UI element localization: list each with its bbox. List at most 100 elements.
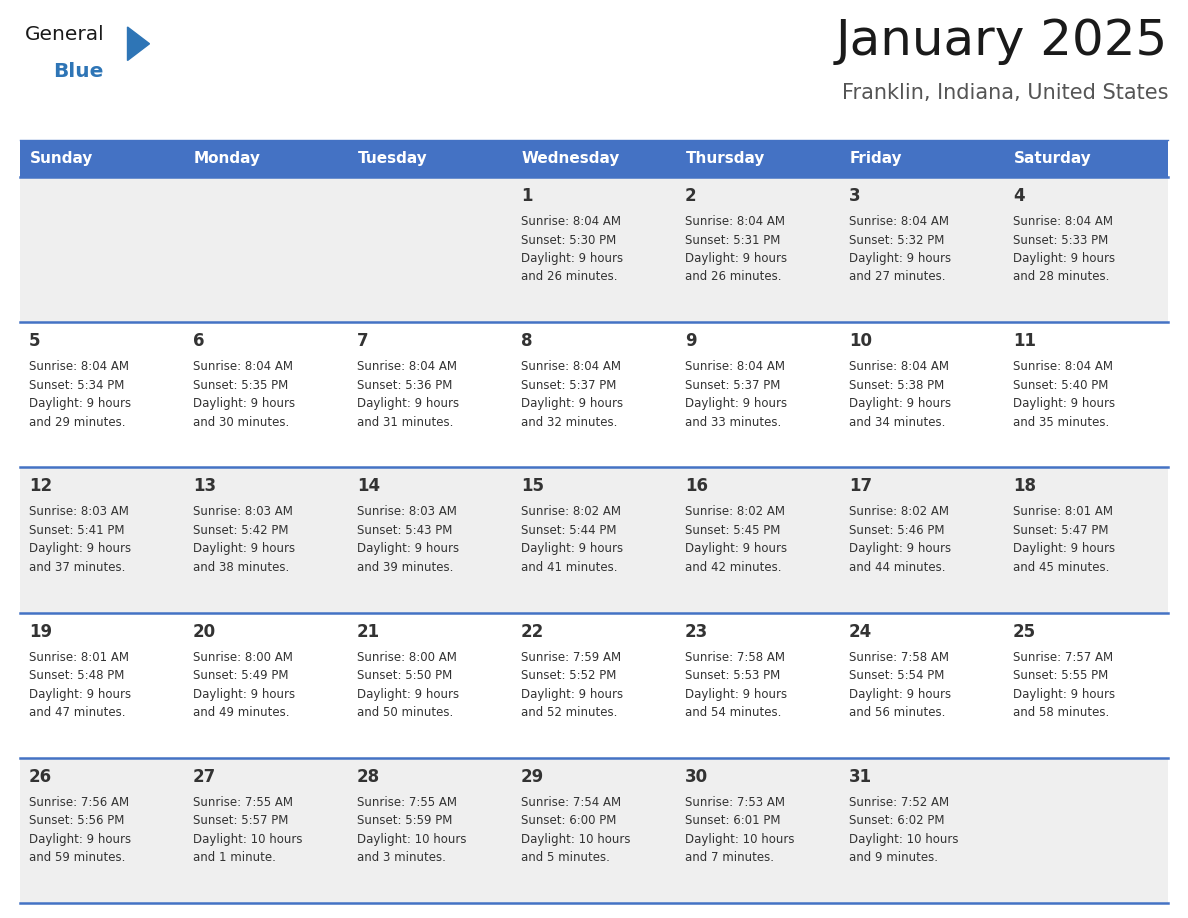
Text: Daylight: 10 hours: Daylight: 10 hours: [522, 833, 631, 845]
Text: Daylight: 10 hours: Daylight: 10 hours: [192, 833, 303, 845]
Text: and 27 minutes.: and 27 minutes.: [849, 271, 946, 284]
Text: Daylight: 9 hours: Daylight: 9 hours: [685, 397, 788, 410]
Bar: [20, 322, 184, 467]
Text: 10: 10: [849, 332, 872, 350]
Text: Daylight: 9 hours: Daylight: 9 hours: [522, 543, 624, 555]
Text: 25: 25: [1013, 622, 1036, 641]
Bar: [512, 322, 676, 467]
Text: 18: 18: [1013, 477, 1036, 496]
Text: and 45 minutes.: and 45 minutes.: [1013, 561, 1110, 574]
Text: 11: 11: [1013, 332, 1036, 350]
Bar: [1004, 467, 1168, 612]
Text: and 3 minutes.: and 3 minutes.: [358, 851, 446, 865]
Text: Sunset: 5:34 PM: Sunset: 5:34 PM: [29, 379, 125, 392]
Bar: [840, 322, 1004, 467]
Text: Sunset: 5:36 PM: Sunset: 5:36 PM: [358, 379, 453, 392]
Text: Sunset: 5:40 PM: Sunset: 5:40 PM: [1013, 379, 1108, 392]
Text: 3: 3: [849, 187, 860, 205]
Text: and 34 minutes.: and 34 minutes.: [849, 416, 946, 429]
Text: Daylight: 9 hours: Daylight: 9 hours: [1013, 543, 1116, 555]
Text: and 41 minutes.: and 41 minutes.: [522, 561, 618, 574]
Text: 27: 27: [192, 767, 216, 786]
Text: Sunrise: 7:59 AM: Sunrise: 7:59 AM: [522, 651, 621, 664]
Text: 30: 30: [685, 767, 708, 786]
Text: Sunrise: 8:04 AM: Sunrise: 8:04 AM: [522, 215, 621, 228]
Text: Sunrise: 8:03 AM: Sunrise: 8:03 AM: [192, 506, 293, 519]
Text: and 5 minutes.: and 5 minutes.: [522, 851, 609, 865]
Text: Sunrise: 8:04 AM: Sunrise: 8:04 AM: [1013, 215, 1113, 228]
Bar: [1004, 612, 1168, 757]
Bar: [512, 140, 676, 177]
Text: and 58 minutes.: and 58 minutes.: [1013, 706, 1110, 719]
Text: 12: 12: [29, 477, 52, 496]
Text: Sunrise: 7:56 AM: Sunrise: 7:56 AM: [29, 796, 129, 809]
Text: Sunrise: 8:01 AM: Sunrise: 8:01 AM: [1013, 506, 1113, 519]
Text: Daylight: 9 hours: Daylight: 9 hours: [849, 688, 952, 700]
Text: Wednesday: Wednesday: [522, 151, 620, 166]
Text: Daylight: 9 hours: Daylight: 9 hours: [685, 688, 788, 700]
Text: and 49 minutes.: and 49 minutes.: [192, 706, 290, 719]
Bar: [1004, 757, 1168, 903]
Text: Monday: Monday: [194, 151, 261, 166]
Text: Blue: Blue: [53, 62, 103, 81]
Text: Sunset: 5:32 PM: Sunset: 5:32 PM: [849, 233, 944, 247]
Text: Sunrise: 8:02 AM: Sunrise: 8:02 AM: [522, 506, 621, 519]
Text: Sunrise: 7:53 AM: Sunrise: 7:53 AM: [685, 796, 785, 809]
Text: and 26 minutes.: and 26 minutes.: [685, 271, 782, 284]
Text: 15: 15: [522, 477, 544, 496]
Text: Sunset: 5:48 PM: Sunset: 5:48 PM: [29, 669, 125, 682]
Text: Tuesday: Tuesday: [358, 151, 428, 166]
Text: General: General: [25, 25, 105, 44]
Text: Daylight: 9 hours: Daylight: 9 hours: [29, 397, 131, 410]
Text: Sunrise: 8:03 AM: Sunrise: 8:03 AM: [29, 506, 128, 519]
Text: Daylight: 9 hours: Daylight: 9 hours: [685, 543, 788, 555]
Text: 5: 5: [29, 332, 40, 350]
Text: Sunset: 5:57 PM: Sunset: 5:57 PM: [192, 814, 289, 827]
Bar: [840, 140, 1004, 177]
Text: Daylight: 9 hours: Daylight: 9 hours: [849, 543, 952, 555]
Text: Sunday: Sunday: [30, 151, 93, 166]
Text: 13: 13: [192, 477, 216, 496]
Text: and 35 minutes.: and 35 minutes.: [1013, 416, 1110, 429]
Text: Daylight: 9 hours: Daylight: 9 hours: [522, 688, 624, 700]
Text: Saturday: Saturday: [1013, 151, 1092, 166]
Bar: [840, 757, 1004, 903]
Text: Sunrise: 8:04 AM: Sunrise: 8:04 AM: [685, 360, 785, 374]
Text: and 50 minutes.: and 50 minutes.: [358, 706, 454, 719]
Text: Sunrise: 8:03 AM: Sunrise: 8:03 AM: [358, 506, 457, 519]
Bar: [676, 140, 840, 177]
Text: Sunset: 5:35 PM: Sunset: 5:35 PM: [192, 379, 289, 392]
Text: and 52 minutes.: and 52 minutes.: [522, 706, 618, 719]
Bar: [676, 177, 840, 322]
Text: Sunset: 5:56 PM: Sunset: 5:56 PM: [29, 814, 125, 827]
Bar: [20, 467, 184, 612]
Text: Sunrise: 8:04 AM: Sunrise: 8:04 AM: [849, 215, 949, 228]
Text: Daylight: 9 hours: Daylight: 9 hours: [522, 397, 624, 410]
Text: Sunrise: 8:04 AM: Sunrise: 8:04 AM: [358, 360, 457, 374]
Text: Daylight: 10 hours: Daylight: 10 hours: [685, 833, 795, 845]
Text: Daylight: 9 hours: Daylight: 9 hours: [192, 688, 295, 700]
Text: Sunset: 5:44 PM: Sunset: 5:44 PM: [522, 524, 617, 537]
Text: Daylight: 9 hours: Daylight: 9 hours: [29, 688, 131, 700]
Text: 26: 26: [29, 767, 52, 786]
Text: Sunset: 5:45 PM: Sunset: 5:45 PM: [685, 524, 781, 537]
Text: Sunset: 5:52 PM: Sunset: 5:52 PM: [522, 669, 617, 682]
Text: 8: 8: [522, 332, 532, 350]
Polygon shape: [127, 27, 150, 61]
Text: Daylight: 9 hours: Daylight: 9 hours: [29, 543, 131, 555]
Bar: [1004, 322, 1168, 467]
Text: Sunset: 5:31 PM: Sunset: 5:31 PM: [685, 233, 781, 247]
Text: and 32 minutes.: and 32 minutes.: [522, 416, 618, 429]
Text: Sunset: 6:01 PM: Sunset: 6:01 PM: [685, 814, 781, 827]
Text: Daylight: 9 hours: Daylight: 9 hours: [849, 252, 952, 265]
Text: Sunrise: 8:02 AM: Sunrise: 8:02 AM: [685, 506, 785, 519]
Bar: [20, 757, 184, 903]
Text: Sunset: 5:54 PM: Sunset: 5:54 PM: [849, 669, 944, 682]
Text: and 29 minutes.: and 29 minutes.: [29, 416, 126, 429]
Text: Daylight: 9 hours: Daylight: 9 hours: [29, 833, 131, 845]
Text: Daylight: 9 hours: Daylight: 9 hours: [1013, 252, 1116, 265]
Text: Daylight: 10 hours: Daylight: 10 hours: [849, 833, 959, 845]
Text: and 9 minutes.: and 9 minutes.: [849, 851, 939, 865]
Bar: [348, 757, 512, 903]
Bar: [348, 467, 512, 612]
